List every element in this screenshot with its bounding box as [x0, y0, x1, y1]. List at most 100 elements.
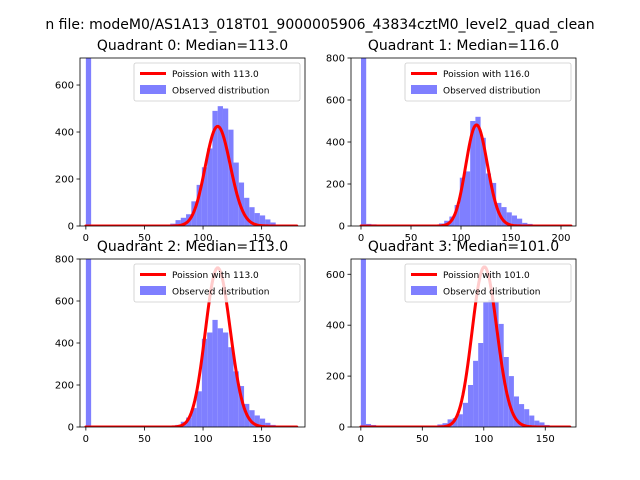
plot-area — [84, 58, 299, 226]
x-tick-label: 150 — [501, 233, 520, 244]
histogram-bar — [524, 409, 530, 427]
x-tick-label: 100 — [194, 233, 213, 244]
legend-observed-swatch — [411, 85, 437, 94]
y-tick-label: 400 — [326, 321, 345, 332]
histogram-bar — [459, 177, 465, 226]
histogram-bar — [249, 410, 255, 427]
histogram-bar — [519, 404, 525, 427]
legend-poisson-label: Poission with 113.0 — [172, 271, 259, 281]
y-tick-label: 600 — [55, 81, 74, 92]
histogram-bar — [85, 58, 92, 226]
y-tick-label: 800 — [326, 54, 345, 65]
histogram-bar — [244, 197, 250, 226]
histogram-bar — [454, 205, 460, 226]
legend-observed-swatch — [411, 286, 437, 295]
chart-panel-0: 0 50 100 150 0 200 400 600 Quadrant 0: Median=11… — [55, 38, 306, 244]
histogram-bar — [265, 219, 271, 226]
y-tick-label: 200 — [55, 381, 74, 392]
histogram-bar — [249, 207, 255, 226]
histogram-bar — [462, 402, 468, 427]
histogram-bar — [365, 423, 372, 427]
histogram-bar — [186, 417, 192, 427]
y-tick-label: 600 — [326, 270, 345, 281]
histogram-bar — [207, 148, 213, 226]
y-tick-label: 200 — [326, 372, 345, 383]
histogram-bar — [470, 121, 476, 226]
x-tick-label: 50 — [138, 434, 151, 445]
x-tick-label: 200 — [551, 233, 570, 244]
legend: Poission with 113.0 Observed distribution — [133, 62, 301, 102]
histogram-bar — [473, 360, 479, 427]
histogram-bar — [212, 110, 218, 226]
chart-panel-1: 0 50 100 150 200 0 200 400 600 800 Quadrant 1: Med… — [326, 38, 577, 244]
x-tick-label: 150 — [252, 434, 271, 445]
histogram-bar — [259, 215, 266, 226]
panel-title: Quadrant 3: Median=101.0 — [368, 239, 559, 255]
histogram-bar — [212, 319, 218, 427]
histogram-bar — [254, 213, 260, 226]
legend-observed-label: Observed distribution — [443, 87, 540, 97]
histogram-bar — [491, 182, 497, 226]
y-tick-label: 0 — [339, 423, 345, 434]
histogram-bar — [228, 347, 234, 427]
y-tick-label: 200 — [55, 175, 74, 186]
histogram-bar — [529, 415, 535, 427]
y-tick-label: 600 — [326, 96, 345, 107]
histogram-bar — [217, 106, 223, 226]
histogram-bar — [207, 332, 213, 427]
histogram-bar — [180, 217, 187, 226]
histogram-bar — [360, 259, 366, 427]
legend-observed-swatch — [140, 286, 166, 295]
histogram-bar — [85, 259, 92, 427]
legend-poisson-label: Poission with 113.0 — [172, 70, 259, 80]
histogram-bar — [222, 108, 229, 226]
x-tick-label: 0 — [358, 434, 364, 445]
histogram-bar — [513, 396, 520, 427]
legend-box — [133, 263, 301, 303]
histogram-bar — [498, 323, 504, 427]
x-tick-label: 50 — [138, 233, 151, 244]
histogram-bar — [501, 207, 507, 226]
histogram-bar — [196, 391, 202, 427]
x-tick-label: 50 — [416, 434, 429, 445]
plot-area — [359, 58, 573, 226]
histogram-bar — [511, 215, 517, 226]
legend: Poission with 101.0 Observed distribution — [404, 263, 572, 303]
histogram-bar — [467, 385, 474, 427]
axes-frame — [350, 258, 577, 428]
histogram-bar — [201, 167, 208, 226]
histogram-bar — [483, 302, 489, 427]
legend-box — [404, 263, 572, 303]
panel-title: Quadrant 2: Median=113.0 — [97, 239, 288, 255]
histogram-bar — [265, 422, 271, 427]
figure-suptitle: n file: modeM0/AS1A13_018T01_9000005906_… — [45, 17, 594, 33]
histogram-bar — [506, 212, 512, 226]
poisson-curve — [359, 123, 573, 226]
x-tick-label: 0 — [358, 233, 364, 244]
y-tick-label: 400 — [55, 128, 74, 139]
histogram-bar — [539, 422, 545, 427]
x-tick-label: 150 — [536, 434, 555, 445]
histogram-bar — [361, 58, 367, 226]
legend-observed-label: Observed distribution — [443, 288, 540, 298]
histogram-bar — [259, 418, 266, 427]
histogram-bar — [517, 218, 523, 226]
histogram-bar — [485, 173, 491, 226]
y-tick-label: 400 — [55, 339, 74, 350]
histogram-bar — [452, 418, 458, 427]
histogram-bar — [254, 415, 260, 427]
histogram-bar — [465, 171, 471, 226]
x-tick-label: 100 — [474, 434, 493, 445]
histogram-bar — [196, 184, 202, 226]
histogram-bar — [175, 220, 181, 226]
histogram-bar — [488, 299, 494, 427]
x-tick-label: 0 — [83, 434, 89, 445]
histogram-bar — [228, 129, 234, 226]
x-tick-label: 150 — [252, 233, 271, 244]
histogram-bar — [270, 222, 276, 226]
y-tick-label: 800 — [55, 255, 74, 266]
histogram-bar — [233, 371, 239, 427]
histogram-bar — [493, 302, 499, 427]
histogram-bar — [480, 137, 486, 226]
